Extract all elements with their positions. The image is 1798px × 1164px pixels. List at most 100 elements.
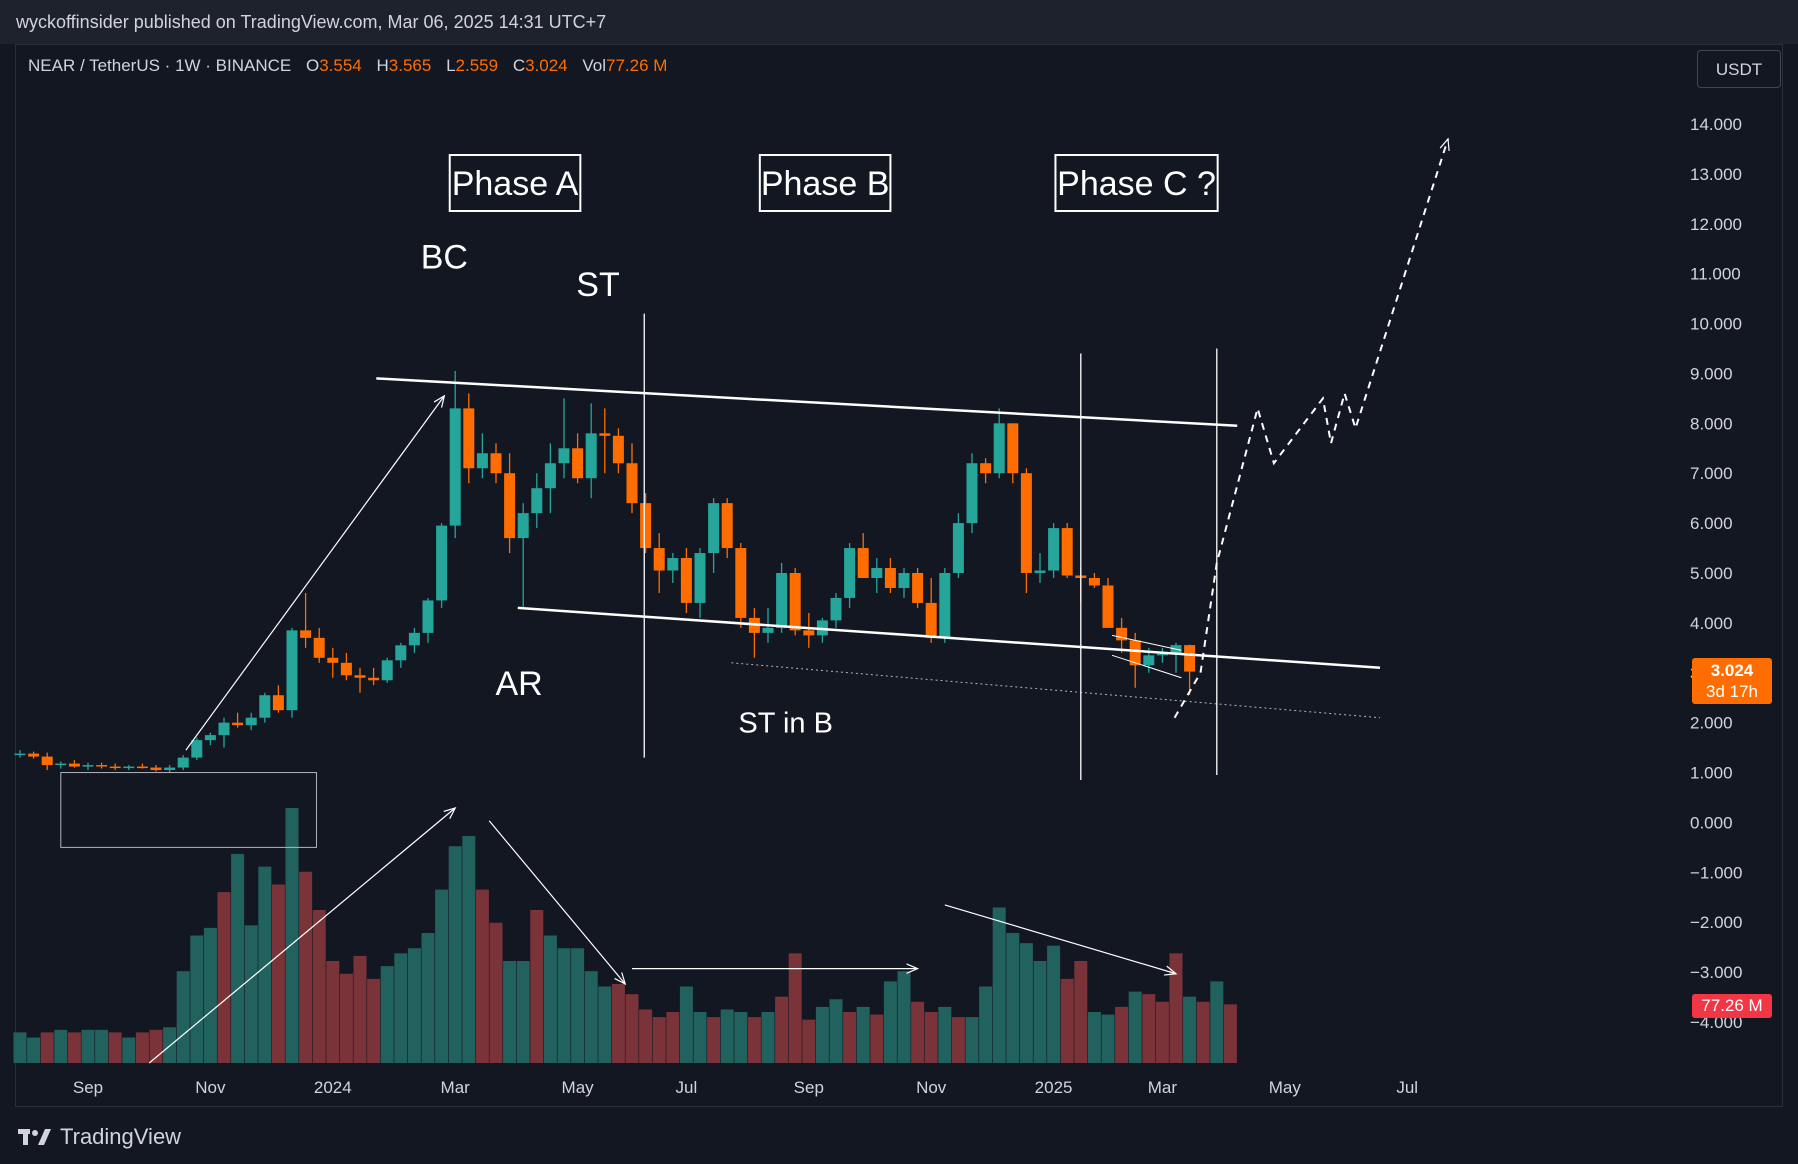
- candle-body: [164, 767, 176, 771]
- close-label: C: [512, 56, 526, 75]
- volume-bar: [761, 1012, 775, 1063]
- tradingview-logo-icon: [18, 1129, 51, 1145]
- price-axis-label: 6.000: [1690, 514, 1733, 533]
- volume-bar: [258, 866, 272, 1063]
- current-price-value: 3.024: [1710, 661, 1754, 680]
- close-value: 3.024: [525, 56, 568, 75]
- candle-body: [531, 488, 543, 514]
- candle-body: [789, 573, 801, 631]
- candle-body: [884, 568, 896, 588]
- volume-bar: [666, 1012, 680, 1063]
- candle-body: [558, 448, 570, 464]
- low-value: 2.559: [455, 56, 499, 75]
- candle-body: [14, 753, 26, 756]
- volume-bar: [951, 1017, 965, 1063]
- candle-body: [517, 513, 529, 539]
- volume-bar: [326, 961, 340, 1063]
- volume-bar: [707, 1017, 721, 1063]
- volume-bar: [584, 971, 598, 1063]
- phase-label: Phase B: [761, 165, 890, 203]
- volume-bar: [27, 1037, 41, 1063]
- volume-bar: [829, 999, 843, 1063]
- volume-bar: [176, 971, 190, 1063]
- price-axis-label: 0.000: [1690, 813, 1733, 832]
- price-axis-label: 2.000: [1690, 714, 1733, 733]
- volume-bar: [40, 1032, 54, 1063]
- price-axis-label: −1.000: [1690, 863, 1742, 882]
- symbol-label[interactable]: NEAR / TetherUS · 1W · BINANCE: [28, 56, 292, 75]
- volume-bar: [843, 1012, 857, 1063]
- volume-trend-arrow: [944, 904, 1177, 975]
- candle-body: [708, 503, 720, 554]
- volume-bar: [190, 935, 204, 1063]
- time-axis-label: Nov: [195, 1078, 226, 1097]
- volume-bar: [938, 1006, 952, 1063]
- candle-body: [245, 717, 257, 726]
- candle-body: [871, 568, 883, 578]
- candle-body: [544, 463, 556, 489]
- volume-bar: [435, 889, 449, 1063]
- volume-bar: [747, 1017, 761, 1063]
- volume-bar: [1196, 1001, 1210, 1063]
- volume-bar: [883, 981, 897, 1063]
- volume-bar: [911, 1001, 925, 1063]
- volume-bar: [394, 953, 408, 1063]
- candle-body: [803, 630, 815, 636]
- symbol-legend: NEAR / TetherUS · 1W · BINANCE O3.554 H3…: [28, 56, 671, 76]
- open-value: 3.554: [319, 56, 362, 75]
- candle-body: [993, 423, 1005, 474]
- time-axis-label: 2025: [1035, 1078, 1073, 1097]
- candle-body: [476, 453, 488, 469]
- time-axis-label: Sep: [794, 1078, 824, 1097]
- volume-bar: [67, 1032, 81, 1063]
- candle-body: [1129, 640, 1141, 666]
- volume-bar: [693, 1012, 707, 1063]
- candle-body: [1102, 585, 1114, 628]
- volume-trend-arrow-head: [906, 963, 920, 974]
- candle-body: [381, 660, 393, 681]
- volume-bar: [557, 948, 571, 1063]
- candle-body: [980, 463, 992, 474]
- volume-bar: [13, 1032, 27, 1063]
- current-volume-tag: 77.26 M: [1692, 994, 1772, 1018]
- volume-bar: [965, 1017, 979, 1063]
- price-axis-label: 4.000: [1690, 614, 1733, 633]
- phase-box: [448, 154, 582, 212]
- volume-bar: [54, 1029, 68, 1063]
- candle-body: [1184, 645, 1196, 672]
- volume-trend-arrow-head: [1164, 965, 1178, 976]
- volume-bar: [611, 983, 625, 1063]
- volume-bar: [271, 884, 285, 1063]
- markup-arrow-head: [433, 394, 446, 408]
- candle-body: [449, 408, 461, 526]
- volume-bar: [530, 910, 544, 1063]
- volume-bar: [516, 961, 530, 1063]
- volume-bar: [353, 955, 367, 1063]
- volume-bar: [1169, 953, 1183, 1063]
- candle-body: [313, 637, 325, 658]
- bar-countdown: 3d 17h: [1706, 682, 1758, 701]
- time-axis-label: Mar: [1148, 1078, 1178, 1097]
- candle-body: [1048, 528, 1060, 571]
- candle-body: [55, 763, 67, 766]
- candle-body: [232, 722, 244, 726]
- currency-button[interactable]: USDT: [1697, 50, 1781, 88]
- volume-bar: [571, 948, 585, 1063]
- price-axis-label: 9.000: [1690, 364, 1733, 383]
- candle-body: [368, 677, 380, 681]
- candle-body: [762, 627, 774, 633]
- volume-bar: [1087, 1012, 1101, 1063]
- candle-body: [1007, 423, 1019, 474]
- markup-arrow: [185, 395, 445, 751]
- price-axis-label: 10.000: [1690, 315, 1742, 334]
- candle-body: [966, 463, 978, 524]
- candle-body: [721, 503, 733, 549]
- wedge-lower-line: [1111, 654, 1182, 679]
- tradingview-logo[interactable]: TradingView: [18, 1124, 181, 1150]
- volume-bar: [299, 871, 313, 1063]
- volume-trend-arrow: [488, 820, 626, 985]
- volume-bar: [598, 986, 612, 1063]
- candle-body: [354, 675, 366, 678]
- volume-bar: [788, 953, 802, 1063]
